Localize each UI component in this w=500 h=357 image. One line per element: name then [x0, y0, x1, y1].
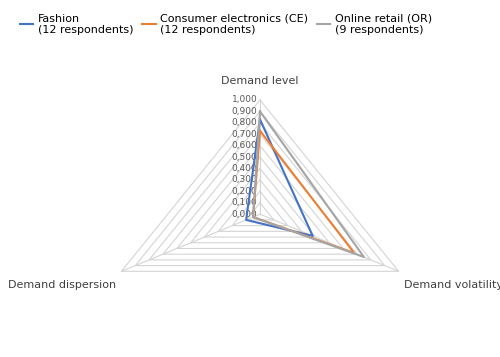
Text: Demand level: Demand level: [221, 76, 299, 86]
Text: 0,300: 0,300: [232, 175, 258, 185]
Text: 1,000: 1,000: [232, 95, 258, 105]
Text: 0,000: 0,000: [232, 210, 258, 219]
Text: Demand dispersion: Demand dispersion: [8, 280, 117, 290]
Text: 0,400: 0,400: [232, 164, 258, 173]
Text: 0,600: 0,600: [232, 141, 258, 150]
Text: 0,500: 0,500: [232, 152, 258, 162]
Text: 0,100: 0,100: [232, 198, 258, 207]
Text: 0,900: 0,900: [232, 107, 258, 116]
Text: 0,200: 0,200: [232, 187, 258, 196]
Text: 0,700: 0,700: [232, 130, 258, 139]
Legend: Fashion
(12 respondents), Consumer electronics (CE)
(12 respondents), Online ret: Fashion (12 respondents), Consumer elect…: [16, 9, 436, 40]
Text: 0,800: 0,800: [232, 118, 258, 127]
Text: Demand volatility: Demand volatility: [404, 280, 500, 290]
